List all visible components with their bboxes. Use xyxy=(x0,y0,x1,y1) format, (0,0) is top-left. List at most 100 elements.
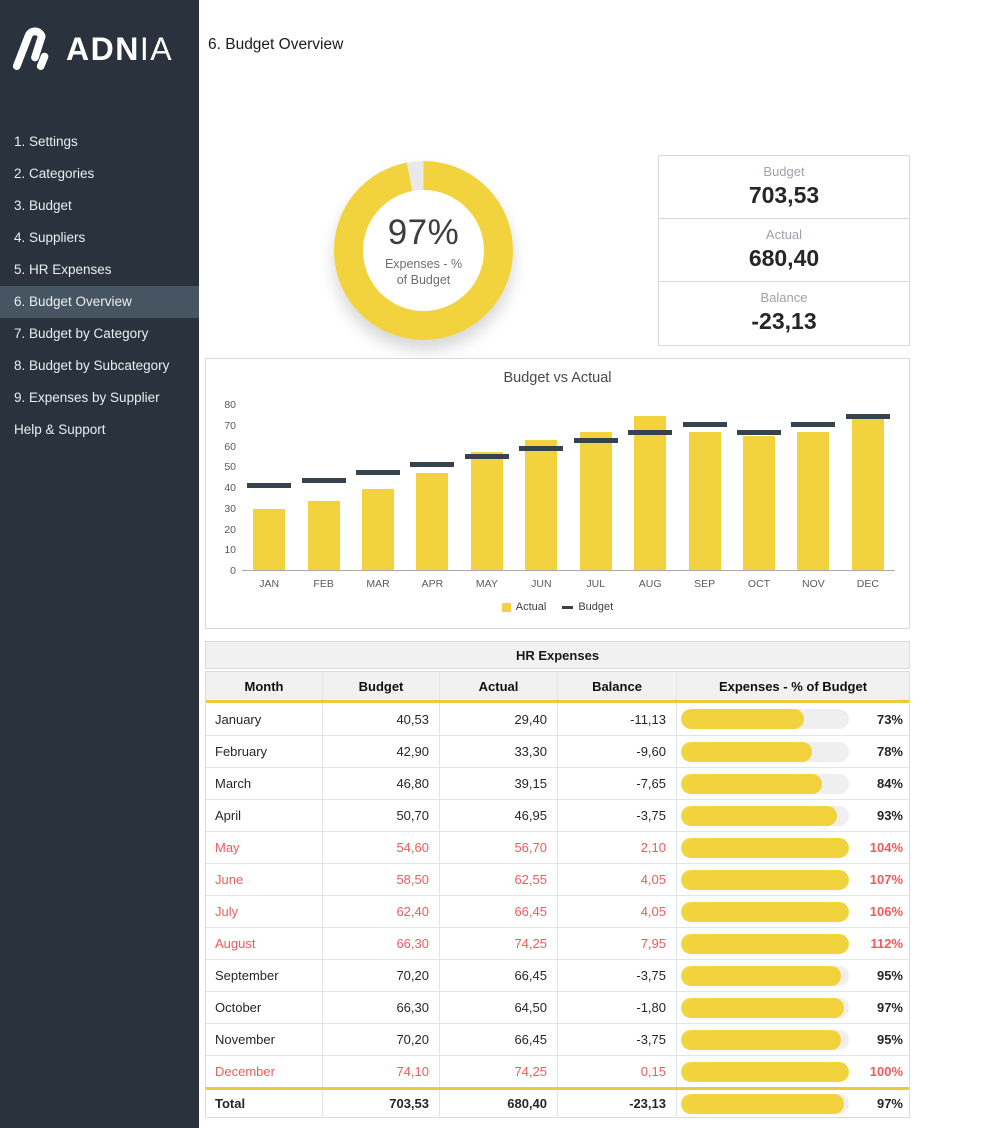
x-tick-label: SEP xyxy=(694,578,716,590)
actual-cell: 680,40 xyxy=(439,1090,557,1117)
table-row-may: May 54,60 56,70 2,10 104% xyxy=(206,831,909,863)
x-tick-label: AUG xyxy=(638,578,662,590)
donut-percent: 97% xyxy=(387,212,460,252)
actual-cell: 46,95 xyxy=(439,800,557,831)
table-row-december: December 74,10 74,25 0,15 100% xyxy=(206,1055,909,1087)
progress-fill xyxy=(681,901,849,922)
table-row-july: July 62,40 66,45 4,05 106% xyxy=(206,895,909,927)
x-tick-label: MAY xyxy=(475,578,498,590)
table-row-september: September 70,20 66,45 -3,75 95% xyxy=(206,959,909,991)
sidebar-item-8-budget-by-subcategory[interactable]: 8. Budget by Subcategory xyxy=(14,358,170,373)
month-cell: May xyxy=(215,840,240,855)
progress-fill xyxy=(681,805,838,826)
table-row-june: June 58,50 62,55 4,05 107% xyxy=(206,863,909,895)
month-cell: March xyxy=(215,776,252,791)
chart-slot-dec xyxy=(841,405,895,570)
expenses-cell: 84% xyxy=(676,768,909,799)
sidebar-item-help-support[interactable]: Help & Support xyxy=(14,422,106,437)
kpi-value: 680,40 xyxy=(748,245,820,271)
kpi-budget: Budget 703,53 xyxy=(659,156,909,219)
progress-fill xyxy=(681,773,823,794)
budget-marker xyxy=(628,429,673,435)
progress-track xyxy=(681,933,849,954)
actual-bar xyxy=(362,488,395,570)
progress-track xyxy=(681,965,849,986)
budget-vs-actual-chart: Budget vs Actual 0 10 20 30 40 50 60 70 80 JAN FE… xyxy=(205,358,910,629)
actual-bar xyxy=(851,415,884,570)
budget-cell: 66,30 xyxy=(322,928,439,959)
sidebar-item-7-budget-by-category[interactable]: 7. Budget by Category xyxy=(14,326,149,341)
actual-bar xyxy=(416,472,449,570)
expenses-cell: 95% xyxy=(676,1024,909,1055)
expenses-cell: 95% xyxy=(676,960,909,991)
actual-bar xyxy=(579,432,612,570)
sidebar-item-5-hr-expenses[interactable]: 5. HR Expenses xyxy=(14,262,112,277)
percent-value: 93% xyxy=(876,808,903,823)
sidebar-item-4-suppliers[interactable]: 4. Suppliers xyxy=(14,230,86,245)
sidebar: ADNIA 1. Settings 2. Categories 3. Budget 4… xyxy=(0,0,199,1128)
percent-value: 104% xyxy=(869,840,903,855)
expenses-cell: 106% xyxy=(676,896,909,927)
donut-gauge: 97% Expenses - % of Budget xyxy=(334,161,513,340)
chart-slot-jan xyxy=(242,405,296,570)
actual-cell: 64,50 xyxy=(439,992,557,1023)
sidebar-item-3-budget[interactable]: 3. Budget xyxy=(14,198,72,213)
balance-cell: -11,13 xyxy=(557,703,676,735)
actual-cell: 74,25 xyxy=(439,1056,557,1087)
kpi-value: -23,13 xyxy=(751,308,817,334)
column-header-month: Month xyxy=(244,678,284,694)
chart-slot-jun xyxy=(514,405,568,570)
progress-track xyxy=(681,869,849,890)
sidebar-item-9-expenses-by-supplier[interactable]: 9. Expenses by Supplier xyxy=(14,390,160,405)
month-cell: Total xyxy=(215,1096,246,1111)
expenses-cell: 104% xyxy=(676,832,909,863)
budget-cell: 74,10 xyxy=(322,1056,439,1087)
progress-fill xyxy=(681,837,849,858)
progress-fill xyxy=(681,741,813,762)
y-tick-label: 0 xyxy=(230,565,236,577)
chart-slot-oct xyxy=(732,405,786,570)
budget-marker xyxy=(410,462,455,468)
actual-bar xyxy=(797,432,830,570)
budget-marker xyxy=(845,413,890,419)
chart-plot-area xyxy=(242,405,895,571)
x-tick-label: JAN xyxy=(259,578,280,590)
actual-cell: 39,15 xyxy=(439,768,557,799)
budget-cell: 70,20 xyxy=(322,960,439,991)
balance-cell: -1,80 xyxy=(557,992,676,1023)
balance-cell: 4,05 xyxy=(557,896,676,927)
table-header-row: Month Budget Actual Balance Expenses - % of … xyxy=(206,672,909,703)
chart-slot-aug xyxy=(623,405,677,570)
month-cell: April xyxy=(215,808,242,823)
table-row-march: March 46,80 39,15 -7,65 84% xyxy=(206,767,909,799)
sidebar-item-6-budget-overview[interactable]: 6. Budget Overview xyxy=(0,286,199,318)
expenses-cell: 100% xyxy=(676,1056,909,1087)
legend-item-budget: Budget xyxy=(562,601,613,613)
actual-bar xyxy=(253,509,286,570)
percent-value: 112% xyxy=(870,936,903,951)
balance-cell: -3,75 xyxy=(557,960,676,991)
y-tick-label: 20 xyxy=(224,523,236,536)
percent-value: 107% xyxy=(869,872,903,887)
legend-swatch-icon xyxy=(501,602,511,612)
sidebar-item-1-settings[interactable]: 1. Settings xyxy=(14,134,78,149)
balance-cell: 7,95 xyxy=(557,928,676,959)
budget-cell: 58,50 xyxy=(322,864,439,895)
sidebar-item-2-categories[interactable]: 2. Categories xyxy=(14,166,95,181)
progress-track xyxy=(681,805,849,826)
budget-cell: 40,53 xyxy=(322,703,439,735)
chart-slot-apr xyxy=(405,405,459,570)
budget-marker xyxy=(737,429,781,435)
chart-slot-feb xyxy=(296,405,350,570)
table-row-january: January 40,53 29,40 -11,13 73% xyxy=(206,703,909,735)
percent-value: 106% xyxy=(869,904,903,919)
x-tick-label: MAR xyxy=(366,578,390,590)
expenses-cell: 97% xyxy=(676,992,909,1023)
donut-hole: 97% Expenses - % of Budget xyxy=(363,190,484,311)
chart-slot-sep xyxy=(677,405,731,570)
month-cell: July xyxy=(215,904,239,919)
y-tick-label: 40 xyxy=(224,482,236,494)
x-tick-label: FEB xyxy=(313,578,334,590)
actual-cell: 66,45 xyxy=(439,960,557,991)
table-title: HR Expenses xyxy=(205,641,910,669)
